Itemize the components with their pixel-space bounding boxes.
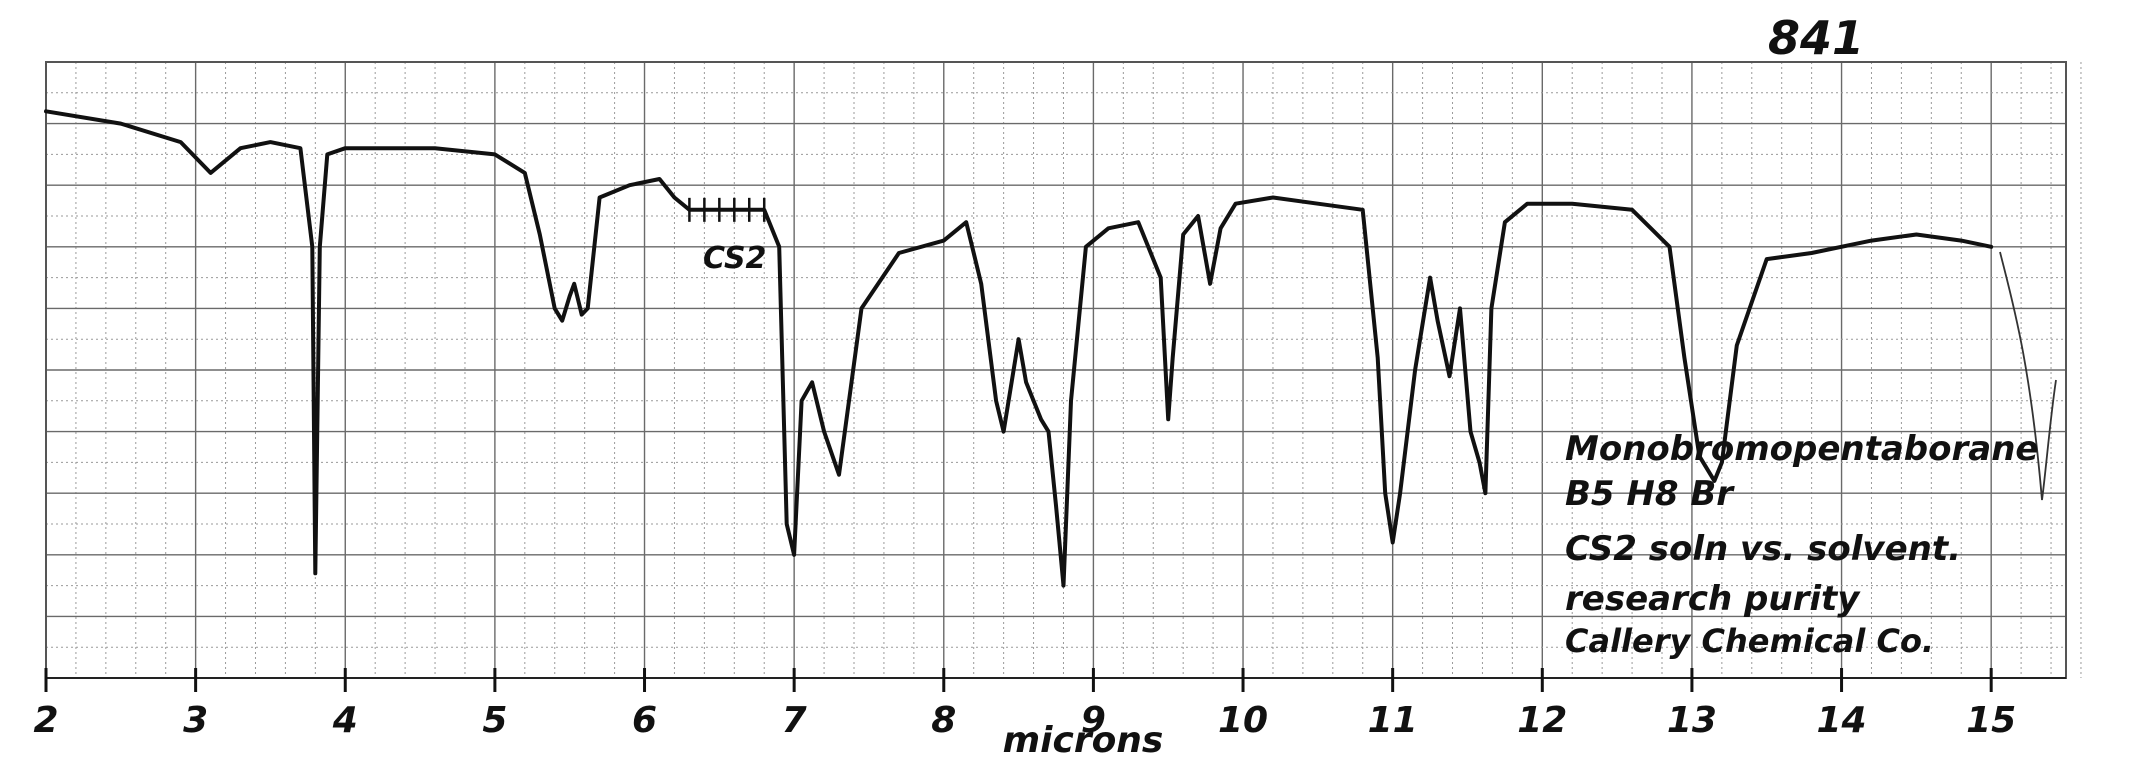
sample-notes: Monobromopentaborane B5 H8 Br CS2 soln v… <box>1565 429 2038 660</box>
sample-formula: B5 H8 Br <box>1565 474 1735 514</box>
x-tick-label: 3 <box>183 700 208 741</box>
x-tick-label: 15 <box>1966 700 2016 741</box>
x-tick-label: 7 <box>782 700 807 741</box>
x-tick-label: 12 <box>1517 700 1567 741</box>
cs2-solvent-marker <box>688 197 766 222</box>
x-tick-label: 5 <box>482 700 507 741</box>
x-tick-label: 6 <box>632 700 657 741</box>
sample-purity: research purity <box>1565 579 1861 619</box>
x-tick-label: 13 <box>1667 700 1717 741</box>
right-edge-trace <box>1999 251 2057 501</box>
x-axis-ticks <box>44 668 1993 692</box>
x-axis-tick-labels: 2 3 4 5 6 7 8 9 10 11 12 13 14 15 <box>33 700 2016 741</box>
cs2-annotation: CS2 <box>703 241 766 276</box>
chart-grid <box>45 61 2082 679</box>
x-tick-label: 14 <box>1817 700 1867 741</box>
sample-solvent: CS2 soln vs. solvent. <box>1565 529 1961 569</box>
sample-source: Callery Chemical Co. <box>1565 622 1934 660</box>
spectrum-line <box>44 109 1994 588</box>
x-tick-label: 10 <box>1218 700 1268 741</box>
x-tick-label: 8 <box>931 700 956 741</box>
x-tick-label: 4 <box>332 700 358 741</box>
x-axis-label: microns <box>1003 720 1164 759</box>
page-number: 841 <box>1768 11 1864 65</box>
x-tick-label: 11 <box>1368 700 1418 741</box>
x-tick-label: 9 <box>1081 700 1106 741</box>
sample-name: Monobromopentaborane <box>1565 429 2038 469</box>
x-tick-label: 2 <box>33 700 58 741</box>
